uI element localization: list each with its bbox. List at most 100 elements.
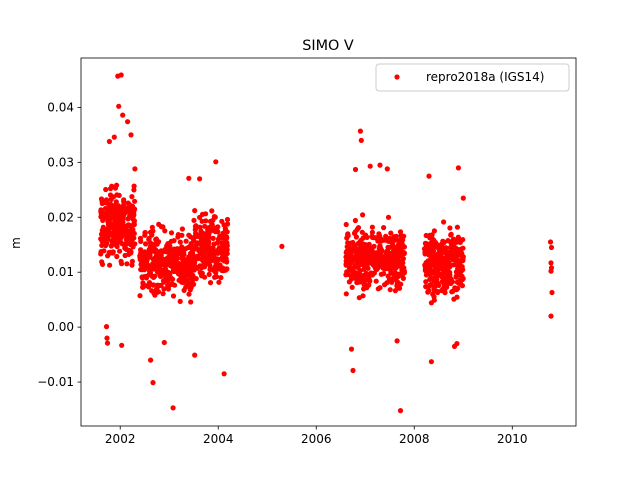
data-point <box>357 238 363 244</box>
data-point <box>153 253 160 259</box>
data-point <box>130 244 136 250</box>
data-point <box>456 238 462 245</box>
data-point <box>445 268 451 274</box>
data-point <box>107 201 114 207</box>
data-point <box>375 260 381 266</box>
data-point <box>364 285 370 291</box>
data-point <box>116 103 122 109</box>
data-point <box>193 242 199 248</box>
data-point <box>128 132 134 138</box>
data-point <box>161 339 167 346</box>
data-point <box>214 260 220 266</box>
data-point <box>152 273 158 279</box>
data-point <box>103 243 109 249</box>
data-point <box>210 235 216 241</box>
data-point <box>110 249 116 255</box>
data-point <box>349 284 355 290</box>
data-point <box>203 211 209 217</box>
data-point <box>180 279 186 285</box>
data-point <box>399 270 405 276</box>
data-point <box>385 259 391 265</box>
data-point <box>169 253 175 259</box>
data-point <box>362 246 369 252</box>
data-point <box>113 199 119 205</box>
data-point <box>548 313 554 319</box>
data-point <box>353 257 359 263</box>
data-point <box>105 236 111 242</box>
data-point <box>215 229 221 235</box>
legend: repro2018a (IGS14) <box>375 63 570 92</box>
data-point <box>388 270 395 276</box>
data-point <box>453 286 459 292</box>
data-point <box>106 138 112 145</box>
data-point <box>170 293 177 299</box>
data-point <box>118 72 124 78</box>
data-point <box>140 284 146 290</box>
data-point <box>112 218 118 224</box>
data-point <box>183 284 189 290</box>
data-point <box>162 246 168 252</box>
data-point <box>458 246 464 252</box>
data-point <box>185 263 191 269</box>
data-point <box>115 210 121 216</box>
data-point <box>428 300 434 306</box>
data-point <box>177 239 183 245</box>
data-point <box>360 212 366 218</box>
data-point <box>165 241 171 247</box>
data-point <box>391 257 397 263</box>
data-point <box>388 230 394 236</box>
data-point <box>163 269 169 275</box>
data-point <box>158 282 164 288</box>
data-point <box>428 242 434 248</box>
data-point <box>170 405 176 411</box>
data-point <box>427 276 433 282</box>
data-point <box>155 289 162 295</box>
data-point <box>381 225 387 231</box>
x-tick-label: 2008 <box>399 432 430 446</box>
data-point <box>395 279 401 285</box>
data-point <box>138 238 144 244</box>
data-point <box>224 216 231 223</box>
data-point <box>183 238 189 244</box>
data-point <box>398 259 404 265</box>
data-point <box>131 187 137 193</box>
data-point <box>453 274 459 280</box>
data-point <box>206 271 212 277</box>
data-point <box>154 241 160 247</box>
data-point <box>425 246 431 252</box>
data-point <box>374 256 380 262</box>
data-point <box>429 232 435 238</box>
data-point <box>150 228 156 234</box>
data-point <box>441 256 448 262</box>
data-point <box>439 278 446 284</box>
data-point <box>105 253 111 259</box>
data-point <box>171 238 177 244</box>
data-point <box>434 242 440 248</box>
data-point <box>200 252 206 258</box>
y-tick-label: −0.01 <box>37 375 74 389</box>
data-point <box>382 264 388 270</box>
data-point <box>352 229 358 235</box>
data-point <box>429 255 436 261</box>
y-axis-label: m <box>9 237 23 249</box>
data-point <box>377 233 383 239</box>
data-point <box>360 235 366 241</box>
data-point <box>121 242 127 248</box>
data-point <box>108 243 114 249</box>
data-point <box>386 276 392 282</box>
data-point <box>221 252 227 258</box>
data-point <box>146 272 152 278</box>
data-point <box>448 232 454 238</box>
data-point <box>219 235 225 241</box>
data-point <box>350 367 356 374</box>
data-point <box>124 209 130 215</box>
data-point <box>126 201 132 207</box>
data-point <box>426 288 432 294</box>
data-point <box>129 194 135 200</box>
data-point <box>107 262 113 268</box>
data-point <box>128 234 134 240</box>
data-point <box>197 263 203 269</box>
data-point <box>434 269 440 275</box>
data-point <box>148 357 154 363</box>
